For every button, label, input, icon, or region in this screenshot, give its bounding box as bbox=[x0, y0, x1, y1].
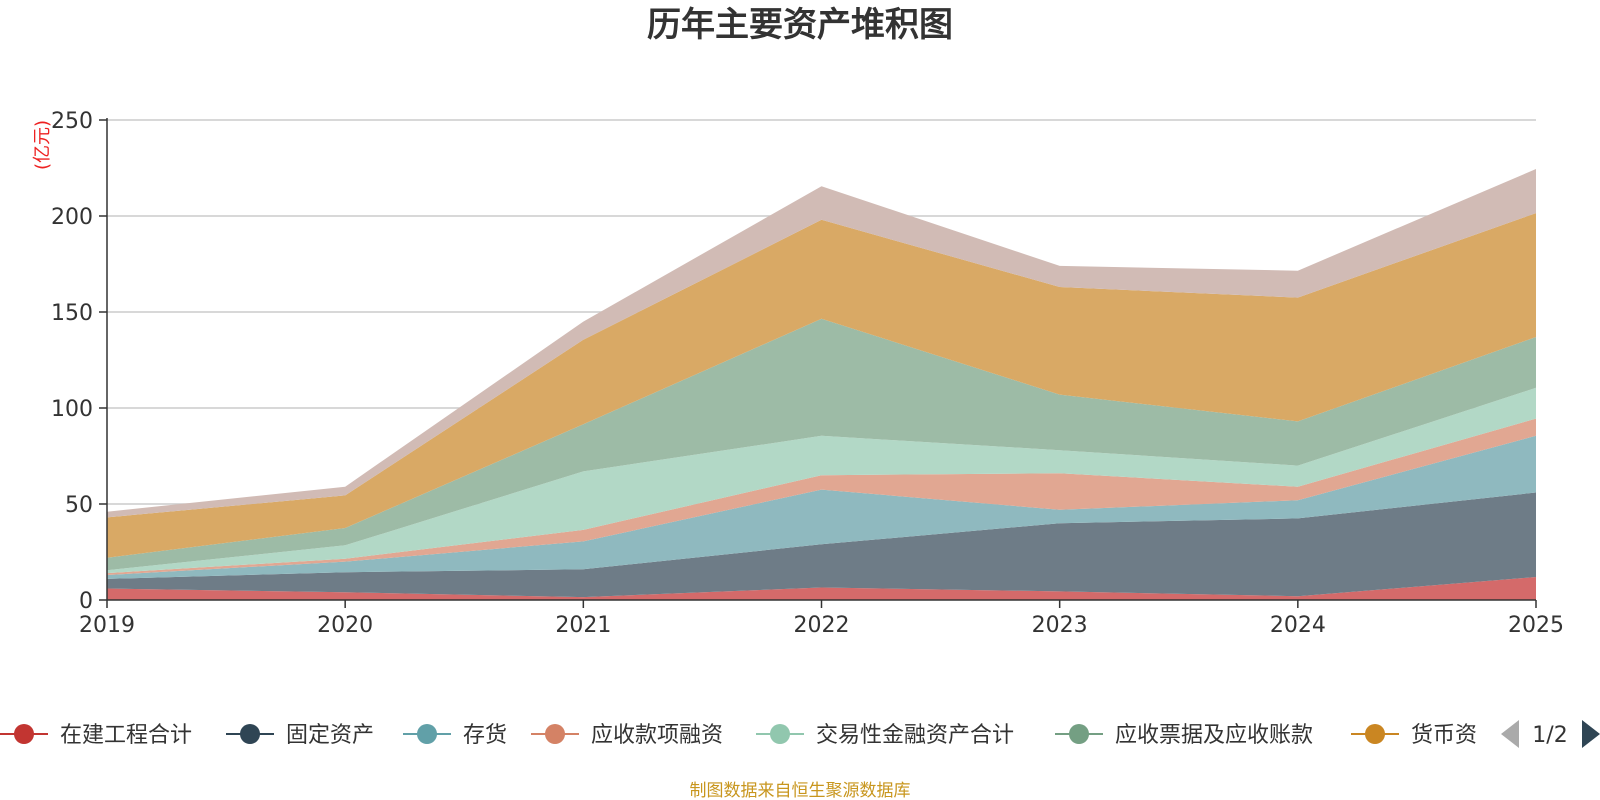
legend-circle-marker bbox=[545, 724, 565, 744]
legend-circle-marker bbox=[1069, 724, 1089, 744]
legend-pager: 1/2 bbox=[1501, 720, 1600, 748]
legend-item[interactable]: 货币资 bbox=[1351, 723, 1477, 748]
y-tick-label: 150 bbox=[51, 301, 93, 326]
legend-circle-marker bbox=[14, 724, 34, 744]
area-series bbox=[107, 435, 1536, 579]
legend-label: 存货 bbox=[463, 723, 507, 748]
legend-page-indicator: 1/2 bbox=[1532, 723, 1567, 748]
legend-prev-page-icon[interactable] bbox=[1501, 720, 1519, 748]
legend-label: 交易性金融资产合计 bbox=[816, 723, 1014, 748]
legend-label: 固定资产 bbox=[286, 723, 374, 748]
legend: 在建工程合计 固定资产 存货 应收款项融资 交易性金融资产合计 应收票据及应收账款 货币资 bbox=[0, 723, 1477, 748]
x-tick-label: 2024 bbox=[1270, 613, 1326, 638]
y-tick-label: 100 bbox=[51, 397, 93, 422]
legend-circle-marker bbox=[1365, 724, 1385, 744]
y-axis-unit: (亿元) bbox=[32, 120, 53, 170]
area-series bbox=[107, 318, 1536, 571]
legend-label: 在建工程合计 bbox=[60, 723, 192, 748]
area-series bbox=[107, 492, 1536, 598]
x-tick-label: 2023 bbox=[1032, 613, 1088, 638]
data-source-note: 制图数据来自恒生聚源数据库 bbox=[690, 781, 911, 800]
x-tick-label: 2019 bbox=[79, 613, 135, 638]
area-series bbox=[107, 387, 1536, 574]
legend-circle-marker bbox=[417, 724, 437, 744]
legend-item[interactable]: 固定资产 bbox=[226, 723, 374, 748]
legend-label: 货币资 bbox=[1411, 723, 1477, 748]
x-tick-label: 2020 bbox=[317, 613, 373, 638]
legend-item[interactable]: 应收款项融资 bbox=[531, 723, 723, 748]
legend-circle-marker bbox=[240, 724, 260, 744]
legend-item[interactable]: 在建工程合计 bbox=[0, 723, 192, 748]
y-tick-label: 50 bbox=[65, 493, 93, 518]
legend-item[interactable]: 存货 bbox=[403, 723, 507, 748]
legend-item[interactable]: 交易性金融资产合计 bbox=[756, 723, 1014, 748]
y-tick-label: 0 bbox=[79, 589, 93, 614]
chart-title: 历年主要资产堆积图 bbox=[647, 5, 953, 45]
x-tick-label: 2022 bbox=[794, 613, 850, 638]
x-tick-label: 2021 bbox=[555, 613, 611, 638]
area-series bbox=[107, 418, 1536, 575]
area-series bbox=[107, 577, 1536, 600]
area-series-group bbox=[107, 169, 1536, 600]
legend-circle-marker bbox=[770, 724, 790, 744]
y-tick-label: 250 bbox=[51, 109, 93, 134]
legend-next-page-icon[interactable] bbox=[1582, 720, 1600, 748]
legend-item[interactable]: 应收票据及应收账款 bbox=[1055, 723, 1313, 748]
axes: 0 50 100 150 200 250 2019 2020 2021 2022 2023 2024 2… bbox=[51, 109, 1564, 638]
y-tick-label: 200 bbox=[51, 205, 93, 230]
legend-label: 应收款项融资 bbox=[591, 723, 723, 748]
legend-label: 应收票据及应收账款 bbox=[1115, 723, 1313, 748]
x-tick-label: 2025 bbox=[1508, 613, 1564, 638]
area-series bbox=[107, 213, 1536, 558]
